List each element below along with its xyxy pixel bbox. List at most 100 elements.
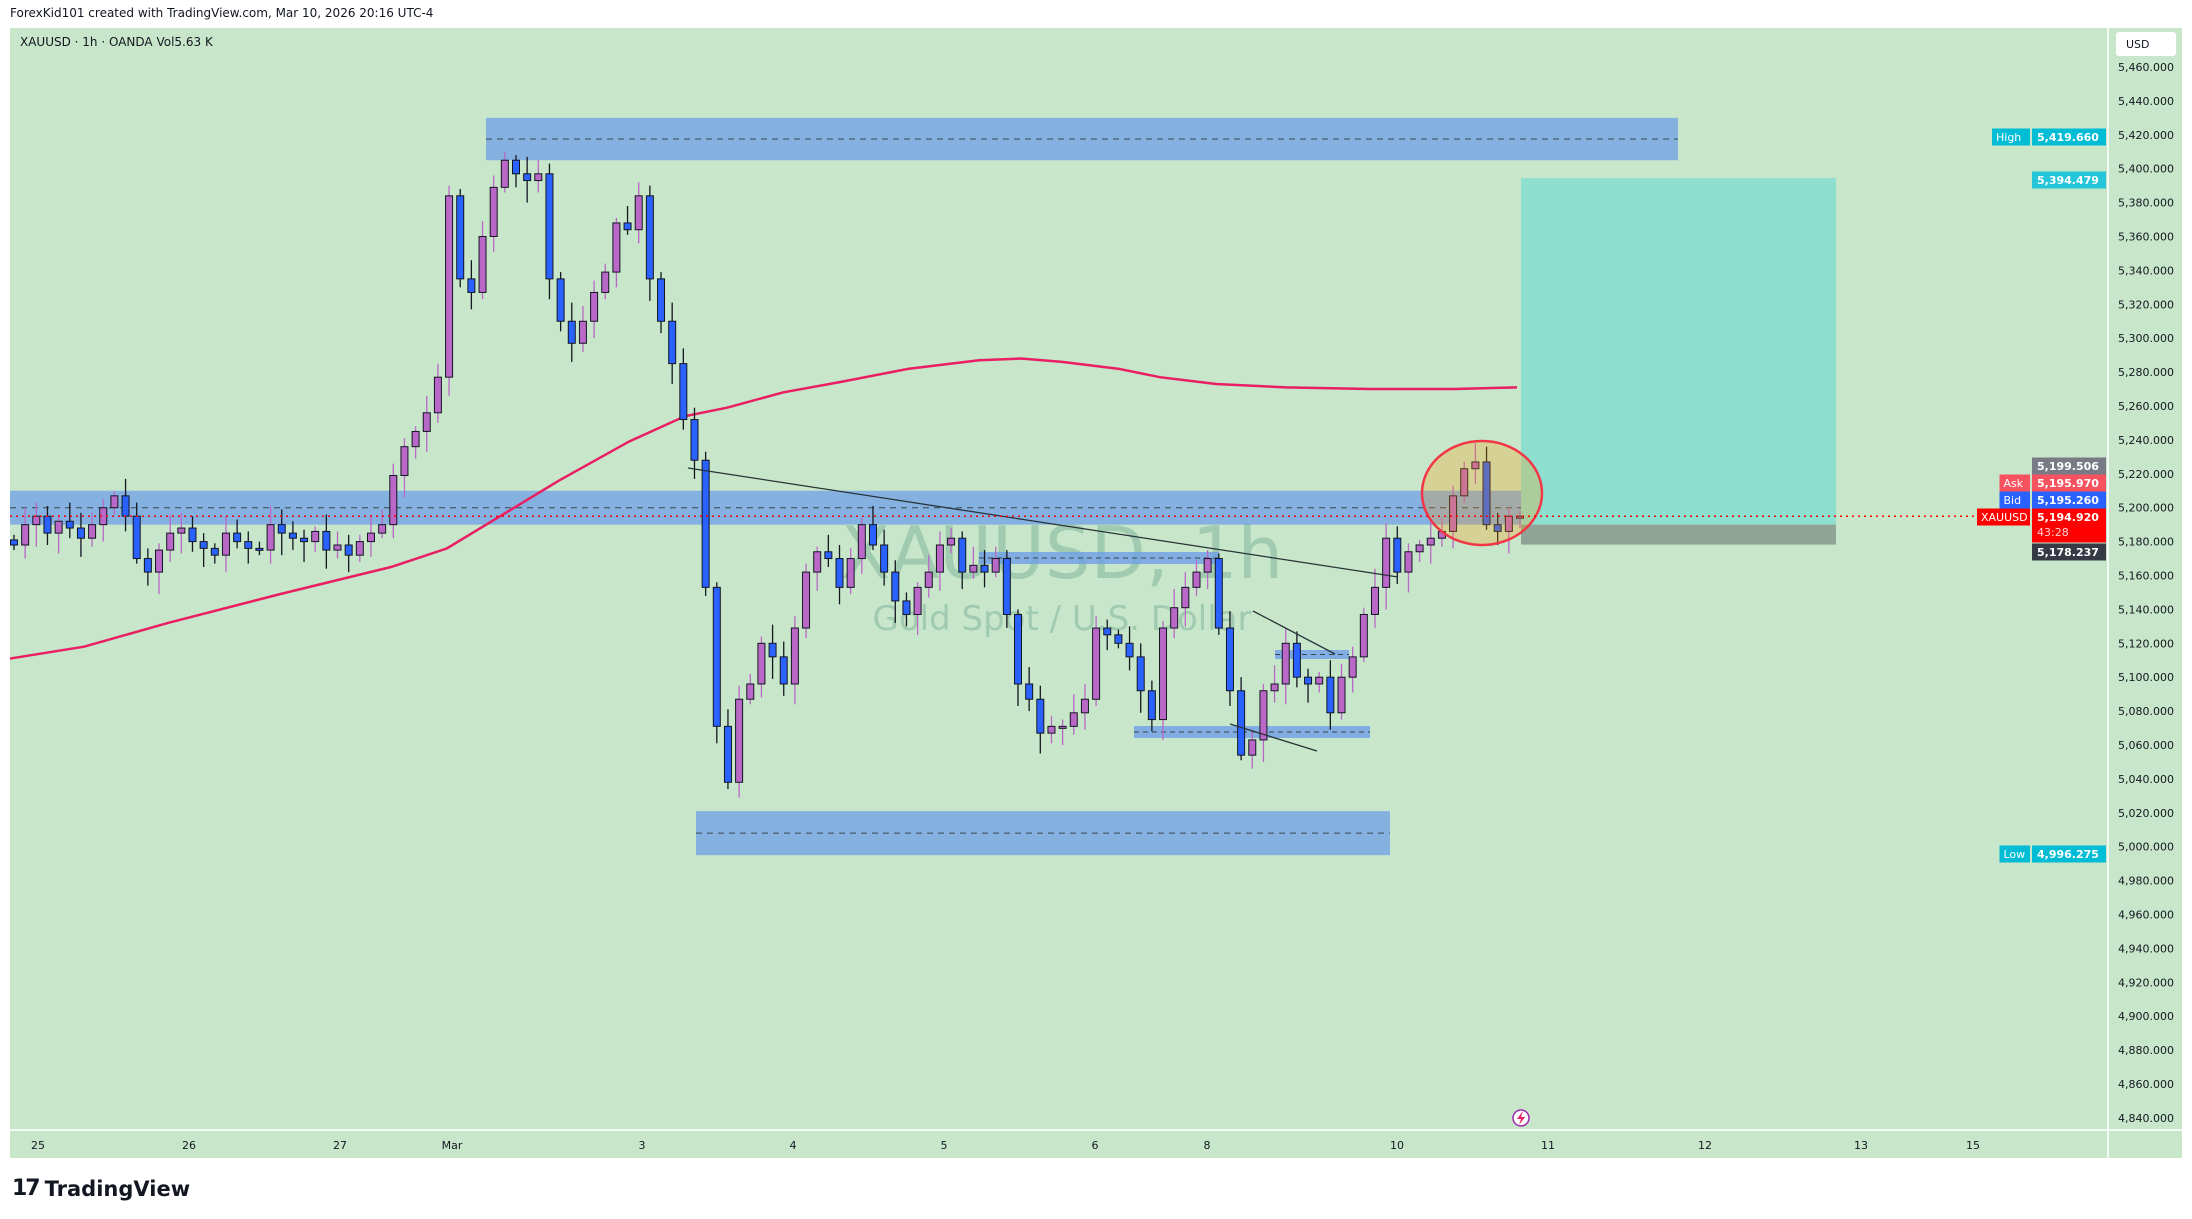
candle-body xyxy=(244,541,253,549)
candle xyxy=(400,438,409,498)
candle-body xyxy=(634,195,643,231)
high-label-value: 5,419.660 xyxy=(2037,131,2099,144)
candle xyxy=(199,533,208,568)
time-tick: Mar xyxy=(442,1139,463,1152)
candle-body xyxy=(512,159,520,175)
candle xyxy=(846,548,855,595)
price-tick: 5,100.000 xyxy=(2118,671,2174,684)
candle-body xyxy=(132,515,141,560)
candle xyxy=(1214,553,1223,635)
candle-body xyxy=(255,547,264,551)
time-tick: 26 xyxy=(182,1139,196,1152)
candle-body xyxy=(54,520,63,534)
candle-body xyxy=(612,222,621,273)
candle-body xyxy=(65,520,74,529)
candle xyxy=(668,302,677,384)
low-label-tag-bg xyxy=(1999,845,2030,863)
candle xyxy=(221,516,230,573)
candle-body xyxy=(445,195,454,378)
price-tick: 4,900.000 xyxy=(2118,1010,2174,1023)
candle xyxy=(1404,543,1413,593)
lightning-icon[interactable] xyxy=(1512,1109,1530,1127)
tradingview-brand[interactable]: 17 TradingView xyxy=(12,1176,190,1201)
candle xyxy=(266,506,275,564)
candle xyxy=(1270,665,1279,703)
candle xyxy=(578,305,587,352)
bid-label-tag: Bid xyxy=(2004,494,2022,507)
price-tick: 5,260.000 xyxy=(2118,400,2174,413)
candle xyxy=(333,531,342,559)
candle xyxy=(467,260,476,310)
candle xyxy=(723,709,732,790)
candle xyxy=(1058,719,1067,745)
candle-body xyxy=(701,459,710,588)
time-tick: 3 xyxy=(639,1139,646,1152)
last-price-label-value: 5,194.920 xyxy=(2037,511,2099,524)
candle xyxy=(233,519,242,549)
time-tick: 11 xyxy=(1541,1139,1555,1152)
candle xyxy=(534,160,543,193)
candle xyxy=(1326,660,1335,730)
candle xyxy=(1103,619,1112,651)
price-tick: 5,440.000 xyxy=(2118,95,2174,108)
candle-body xyxy=(76,527,85,539)
candle xyxy=(601,263,610,300)
price-tick: 4,840.000 xyxy=(2118,1112,2174,1125)
candle-body xyxy=(1270,683,1279,692)
wedge-lower-line xyxy=(1229,723,1318,752)
price-tick: 5,160.000 xyxy=(2118,570,2174,583)
candle-body xyxy=(411,430,420,448)
low-label-tag: Low xyxy=(2004,848,2026,861)
candle xyxy=(612,217,621,288)
candle xyxy=(143,548,152,586)
price-tick: 5,080.000 xyxy=(2118,705,2174,718)
candle-body xyxy=(1159,627,1168,721)
candle-body xyxy=(400,446,409,476)
candle-body xyxy=(1292,642,1301,678)
candle-body xyxy=(1170,607,1179,629)
candle xyxy=(177,512,186,554)
candle xyxy=(868,506,877,551)
candle-body xyxy=(590,291,599,322)
candle xyxy=(969,546,978,579)
candle xyxy=(422,395,431,452)
candle-body xyxy=(712,586,721,727)
highlight-circle xyxy=(1420,439,1544,547)
candle-body xyxy=(657,278,666,322)
candle-body xyxy=(835,558,844,588)
candle-body xyxy=(1248,739,1257,756)
price-tick: 5,040.000 xyxy=(2118,773,2174,786)
candle xyxy=(1125,626,1134,671)
candle-body xyxy=(233,532,242,543)
time-tick: 8 xyxy=(1204,1139,1211,1152)
candle-body xyxy=(958,537,967,573)
candle xyxy=(1181,572,1190,627)
candle-body xyxy=(210,547,219,556)
candle-body xyxy=(221,532,230,556)
price-tick: 5,140.000 xyxy=(2118,603,2174,616)
candle-body xyxy=(1080,698,1089,714)
candle xyxy=(54,514,63,554)
time-tick: 6 xyxy=(1092,1139,1099,1152)
price-tick: 5,460.000 xyxy=(2118,61,2174,74)
ask-label-bg xyxy=(2032,474,2106,492)
candle-body xyxy=(1337,676,1346,714)
candle xyxy=(1370,568,1379,629)
candle xyxy=(824,534,833,568)
candle xyxy=(1460,461,1469,503)
candle-body xyxy=(1036,698,1045,734)
candle-body xyxy=(311,530,320,543)
candle-body xyxy=(779,656,788,685)
candle xyxy=(1136,643,1145,713)
candle xyxy=(913,582,922,635)
candle-body xyxy=(500,159,509,188)
currency-button[interactable] xyxy=(2116,32,2176,56)
price-tick: 4,880.000 xyxy=(2118,1044,2174,1057)
time-tick: 12 xyxy=(1698,1139,1712,1152)
candle xyxy=(322,514,331,569)
candle xyxy=(1292,631,1301,688)
price-tick: 5,320.000 xyxy=(2118,298,2174,311)
last-price-label-bg xyxy=(2032,508,2106,543)
candle xyxy=(378,509,387,539)
